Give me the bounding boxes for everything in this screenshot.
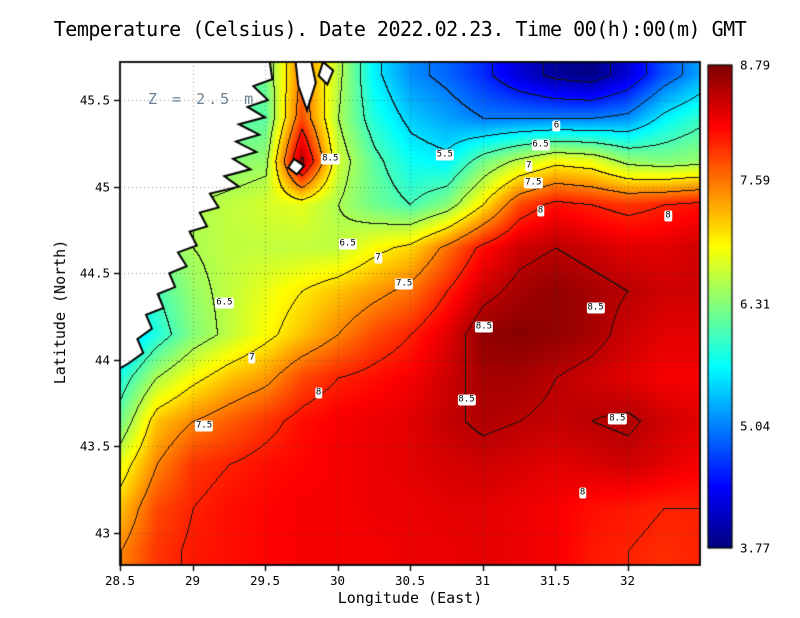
x-tick-label: 31 [474,573,491,588]
x-tick-label: 29 [184,573,201,588]
y-tick-label: 44 [94,352,110,368]
colorbar-tick-label: 7.59 [740,172,771,188]
chart-title: Temperature (Celsius). Date 2022.02.23. … [53,17,747,41]
y-tick-label: 44.5 [79,265,110,281]
x-tick-label: 32 [619,573,636,588]
contour-label: 5.5 [435,149,454,161]
contour-label: 7.5 [395,278,414,290]
contour-label: 8 [578,487,587,499]
contour-label: 6.5 [215,297,234,309]
contour-label: 7.5 [194,420,214,432]
contour-label: 6 [552,120,561,132]
contour-label: 8.5 [608,413,627,425]
x-tick-label: 31.5 [539,573,571,588]
x-axis-label: Longitude (East) [337,589,483,607]
contour-label: 8 [314,387,323,399]
colorbar-tick-label: 3.77 [740,540,771,556]
colorbar-tick-label: 5.04 [740,418,771,434]
y-axis-label: Latitude (North) [51,239,69,385]
contour-label: 8 [664,210,672,222]
colorbar-tick-label: 8.79 [740,57,771,73]
y-tick-label: 43.5 [79,438,110,454]
contour-label: 8.5 [586,302,605,314]
contour-label: 8.5 [457,394,476,406]
x-tick-label: 29.5 [249,573,281,588]
y-tick-label: 43 [94,525,110,541]
contour-label: 6.5 [531,139,550,151]
depth-annotation: Z = 2.5 m [148,90,257,108]
contour-label: 7 [525,160,533,172]
contour-label: 8.5 [474,321,494,333]
contour-label: 8 [536,205,545,217]
y-tick-label: 45 [94,179,110,195]
x-tick-label: 30.5 [394,573,426,588]
contour-label: 8.5 [321,153,340,165]
contour-label: 7 [374,252,382,264]
colorbar-tick-label: 6.31 [740,296,771,312]
x-tick-label: 30 [329,573,346,588]
contour-label: 6.5 [338,238,357,250]
contour-label: 7.5 [524,177,543,189]
y-tick-label: 45.5 [79,92,110,108]
contour-label: 7 [248,352,256,364]
x-tick-label: 28.5 [104,573,136,588]
